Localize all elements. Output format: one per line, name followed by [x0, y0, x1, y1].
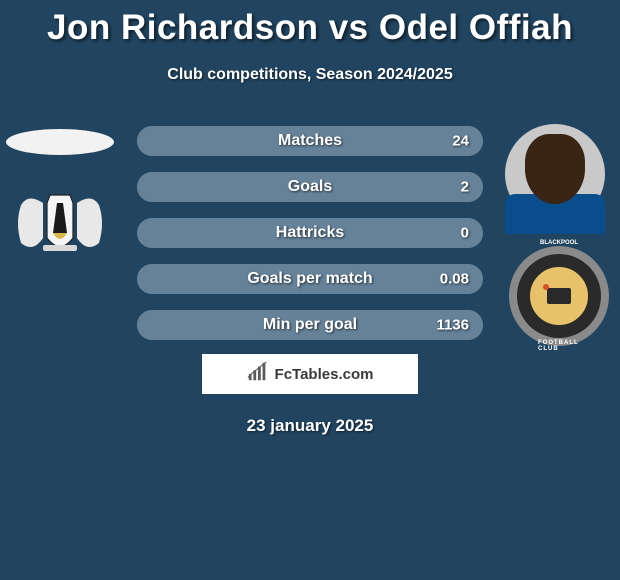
stat-row: Matches 24	[137, 126, 483, 156]
stat-value-right: 24	[452, 133, 469, 150]
stat-label: Hattricks	[276, 224, 344, 242]
source-logo-text: FcTables.com	[275, 366, 374, 383]
stat-value-right: 0.08	[440, 271, 469, 288]
crest-right-inner	[527, 264, 591, 328]
crest-right-text-top: BLACKPOOL	[540, 240, 578, 246]
stat-row: Hattricks 0	[137, 218, 483, 248]
player-right-column: BLACKPOOL FOOTBALL CLUB	[500, 124, 610, 346]
comparison-panel: BLACKPOOL FOOTBALL CLUB Matches 24 Goals 2 H…	[0, 124, 620, 436]
player-left-column	[5, 124, 115, 261]
page-subtitle: Club competitions, Season 2024/2025	[0, 66, 620, 84]
date-text: 23 january 2025	[0, 416, 620, 436]
stats-list: Matches 24 Goals 2 Hattricks 0 Goals per match…	[137, 126, 483, 340]
player-right-avatar	[505, 124, 605, 224]
stat-row: Min per goal 1136	[137, 310, 483, 340]
player-left-club-crest	[13, 183, 107, 261]
stat-label: Goals per match	[247, 270, 372, 288]
stat-label: Min per goal	[263, 316, 357, 334]
player-left-avatar	[6, 129, 114, 155]
crest-right-text-bottom: FOOTBALL CLUB	[538, 340, 580, 352]
stat-label: Matches	[278, 132, 342, 150]
stat-row: Goals 2	[137, 172, 483, 202]
source-logo[interactable]: FcTables.com	[202, 354, 418, 394]
stat-row: Goals per match 0.08	[137, 264, 483, 294]
stat-label: Goals	[288, 178, 332, 196]
chart-icon	[247, 361, 269, 387]
stat-value-right: 0	[461, 225, 469, 242]
stat-value-right: 1136	[436, 317, 469, 334]
player-right-club-crest: BLACKPOOL FOOTBALL CLUB	[509, 246, 609, 346]
stat-value-right: 2	[461, 179, 469, 196]
page-title: Jon Richardson vs Odel Offiah	[0, 0, 620, 48]
